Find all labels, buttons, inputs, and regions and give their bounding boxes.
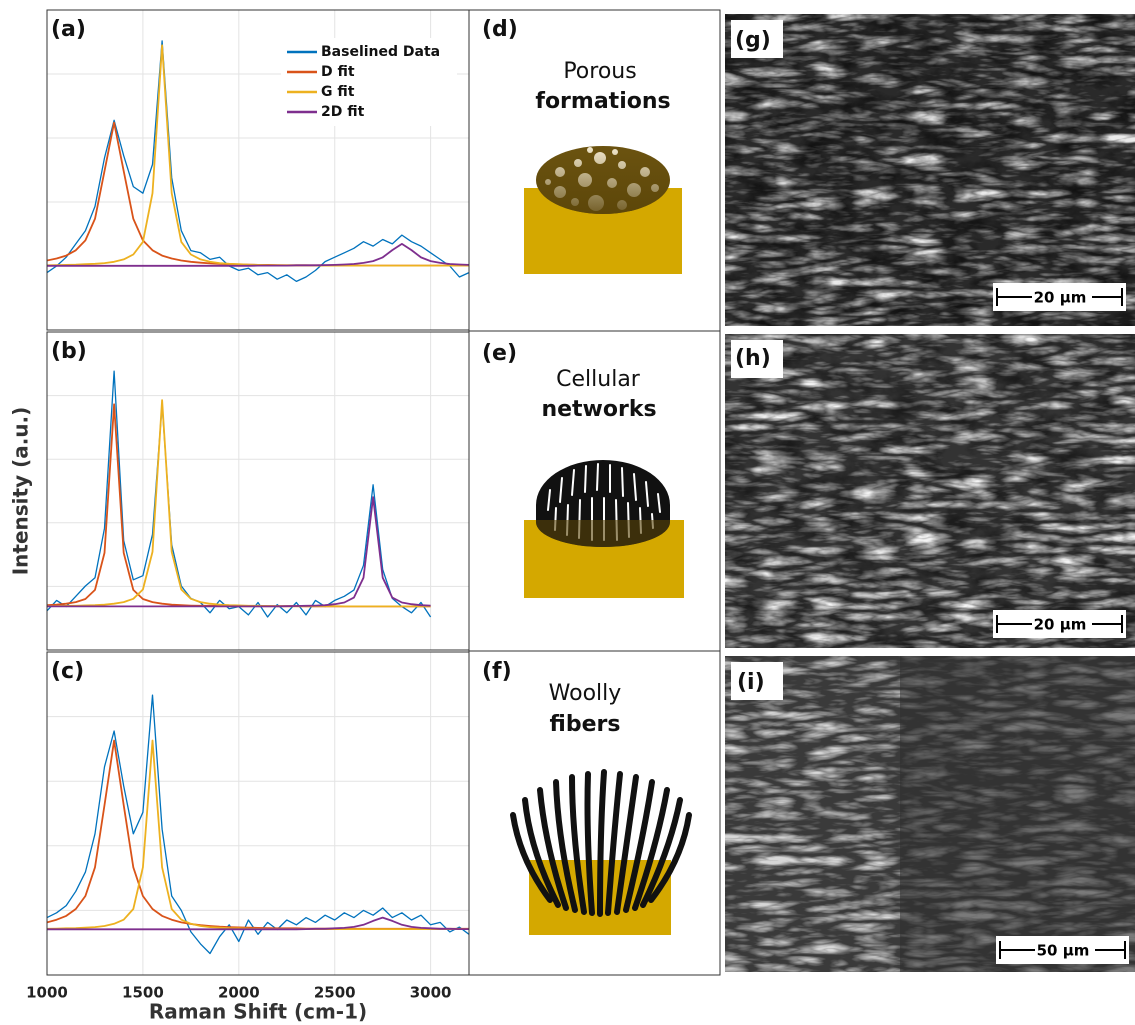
diagram-title: Woolly (549, 681, 622, 706)
scale-label: 20 μm (1034, 616, 1087, 634)
panel-label: (e) (482, 341, 517, 366)
diagram-column: (d) Porous formations (e) Cellular netwo… (469, 10, 720, 975)
micrograph (725, 14, 1135, 326)
panel-label: (f) (482, 659, 512, 684)
x-tick-label: 3000 (410, 984, 452, 1002)
legend-label: G fit (321, 84, 355, 100)
porous-illustration (524, 146, 682, 274)
legend-label: D fit (321, 64, 355, 80)
micrograph (725, 334, 1135, 648)
legend-label: Baselined Data (321, 44, 440, 60)
scale-label: 50 μm (1037, 942, 1090, 960)
y-axis-label: Intensity (a.u.) (9, 407, 33, 576)
micrograph-column: (g) 20 μm (h) 20 μm (i) 50 μm (722, 10, 1135, 975)
diagram-title: Cellular (556, 367, 641, 392)
panel-label: (h) (735, 346, 771, 371)
panel-label: (b) (51, 339, 87, 364)
panel-label: (i) (737, 670, 765, 695)
diagram-subtitle: formations (535, 89, 670, 114)
micrograph (725, 656, 1135, 972)
x-tick-label: 1000 (26, 984, 68, 1002)
scale-label: 20 μm (1034, 289, 1087, 307)
diagram-subtitle: fibers (550, 712, 621, 737)
figure: (d) Porous formations (e) Cellular netwo… (0, 0, 1135, 1025)
panel-label: (a) (51, 17, 86, 42)
panel-label: (c) (51, 659, 84, 684)
diagram-subtitle: networks (541, 397, 656, 422)
legend-label: 2D fit (321, 104, 365, 120)
panel-label: (d) (482, 17, 518, 42)
x-axis-label: Raman Shift (cm-1) (149, 1000, 367, 1024)
diagram-title: Porous (563, 59, 636, 84)
panel-label: (g) (735, 28, 771, 53)
